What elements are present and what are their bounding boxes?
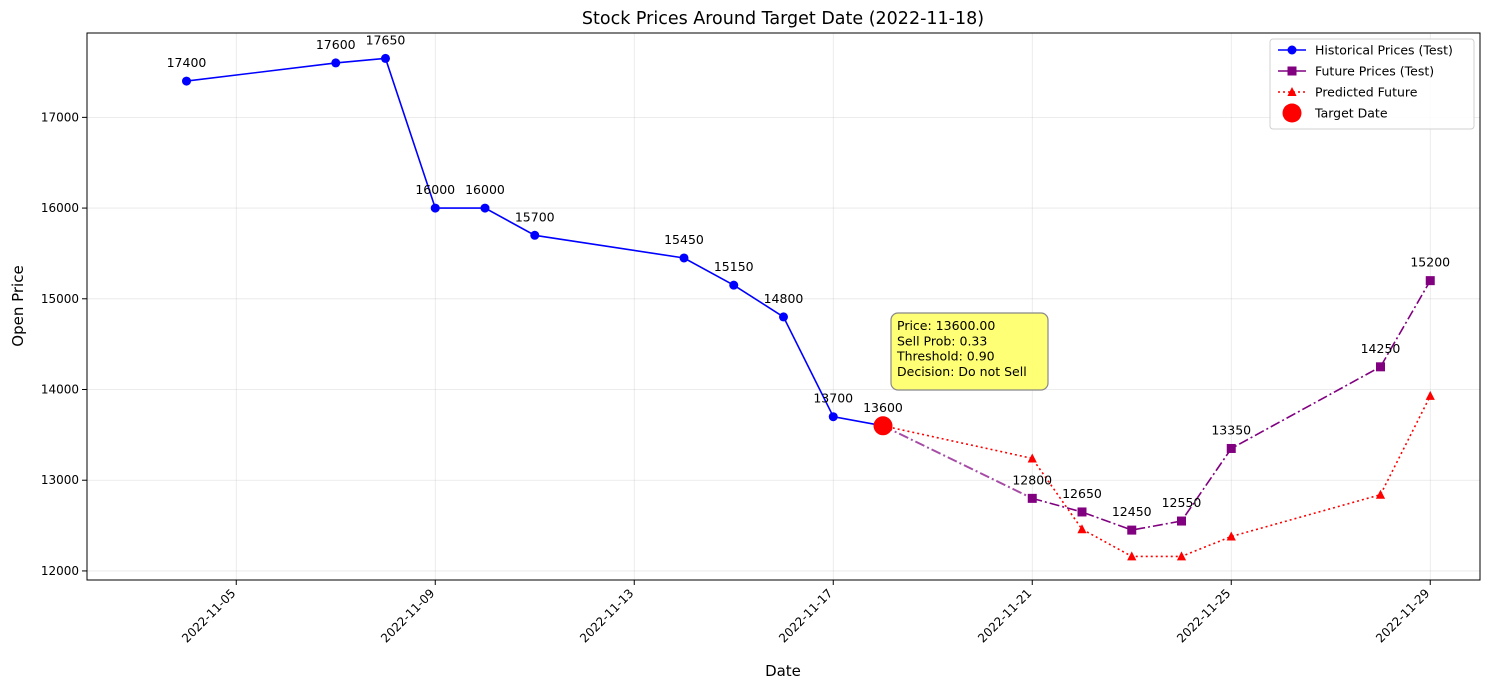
plot-frame <box>86 32 1481 581</box>
y-tick-label: 17000 <box>41 110 79 124</box>
data-label: 17400 <box>167 55 207 70</box>
historical-prices-test-marker <box>331 58 341 68</box>
annotation-line: Decision: Do not Sell <box>897 364 1027 379</box>
predicted-future-line <box>882 395 1432 558</box>
data-label: 13600 <box>863 400 903 415</box>
legend-label: Future Prices (Test) <box>1315 64 1434 79</box>
historical-prices-test-marker <box>381 53 390 63</box>
legend-label: Predicted Future <box>1315 85 1418 100</box>
axes-layer: 12000 13000 14000 15000 16000 17000 2022-11-05… <box>41 110 1433 645</box>
connector-line <box>882 424 1033 500</box>
data-label: 16000 <box>465 182 505 197</box>
historical-prices-test-line <box>186 57 884 427</box>
future-prices-test-marker <box>1226 443 1236 453</box>
annotation-box <box>890 312 1049 391</box>
data-label: 17650 <box>366 32 406 47</box>
data-label: 15700 <box>515 209 555 224</box>
future-prices-test-marker <box>1376 362 1385 372</box>
data-label: 12550 <box>1162 495 1202 510</box>
x-axis-title: Date <box>765 662 801 680</box>
y-axis-title: Open Price <box>9 265 27 346</box>
historical-prices-test-marker <box>480 203 490 213</box>
data-label: 15200 <box>1410 255 1450 270</box>
data-label: 14250 <box>1361 341 1401 356</box>
future-prices-test-marker <box>1077 507 1087 517</box>
data-label: 12650 <box>1062 486 1102 501</box>
series-layer <box>182 53 1435 561</box>
y-tick-label: 12000 <box>41 564 79 578</box>
x-tick-label: 2022-11-09 <box>378 586 437 645</box>
predicted-future-marker <box>1127 551 1137 561</box>
data-label: 12450 <box>1112 504 1152 519</box>
predicted-future-marker <box>1375 489 1386 499</box>
data-label: 13700 <box>813 391 853 406</box>
historical-prices-test-marker <box>430 203 440 213</box>
chart-title: Stock Prices Around Target Date (2022-11… <box>582 9 984 29</box>
x-tick-label: 2022-11-21 <box>975 586 1034 645</box>
x-tick-label: 2022-11-29 <box>1373 586 1432 645</box>
y-tick-label: 13000 <box>41 473 79 487</box>
historical-prices-test-marker <box>828 412 838 422</box>
legend: Historical Prices (Test) Future Prices (T… <box>1269 38 1475 130</box>
predicted-future-marker <box>1027 453 1037 463</box>
predicted-future-marker <box>1077 524 1087 534</box>
legend-marker <box>1282 103 1302 123</box>
y-tick-label: 16000 <box>41 201 79 215</box>
x-tick-label: 2022-11-05 <box>179 586 238 645</box>
historical-prices-test-marker <box>729 280 739 290</box>
predicted-future-marker <box>1226 531 1236 541</box>
annotation-line: Threshold: 0.90 <box>896 349 995 364</box>
historical-prices-test-marker <box>530 230 540 240</box>
annotation-line: Price: 13600.00 <box>897 318 995 333</box>
predicted-future-marker <box>1176 551 1187 561</box>
data-labels-layer: 17400 17600 17650 16000 16000 15700 15450 15150… <box>167 32 1451 519</box>
legend-marker <box>1287 66 1297 76</box>
x-tick-label: 2022-11-17 <box>776 586 835 645</box>
legend-label: Target Date <box>1314 106 1388 121</box>
data-label: 16000 <box>415 182 455 197</box>
y-tick-label: 14000 <box>41 383 79 397</box>
annotation-line: Sell Prob: 0.33 <box>897 333 987 348</box>
data-label: 13350 <box>1211 422 1251 437</box>
grid-lines <box>87 33 1480 580</box>
future-prices-test-marker <box>1177 516 1186 526</box>
future-prices-test-marker <box>1425 276 1435 286</box>
data-label: 15150 <box>714 259 754 274</box>
future-prices-test-marker <box>1027 493 1037 503</box>
predicted-future-marker <box>1425 390 1435 400</box>
legend-box <box>1269 38 1475 130</box>
legend-marker <box>1287 45 1297 55</box>
x-tick-label: 2022-11-13 <box>577 586 636 645</box>
legend-marker <box>1287 87 1297 96</box>
data-label: 14800 <box>764 291 804 306</box>
data-label: 12800 <box>1012 472 1052 487</box>
historical-prices-test-marker <box>182 76 191 86</box>
historical-prices-test-marker <box>779 312 788 322</box>
y-tick-label: 15000 <box>41 292 79 306</box>
target-date-marker <box>873 416 893 436</box>
historical-prices-test-marker <box>679 253 689 263</box>
legend-label: Historical Prices (Test) <box>1315 43 1453 58</box>
future-prices-test-marker <box>1127 525 1137 535</box>
data-label: 17600 <box>316 37 356 52</box>
x-tick-label: 2022-11-25 <box>1174 586 1233 645</box>
data-label: 15450 <box>664 232 704 247</box>
